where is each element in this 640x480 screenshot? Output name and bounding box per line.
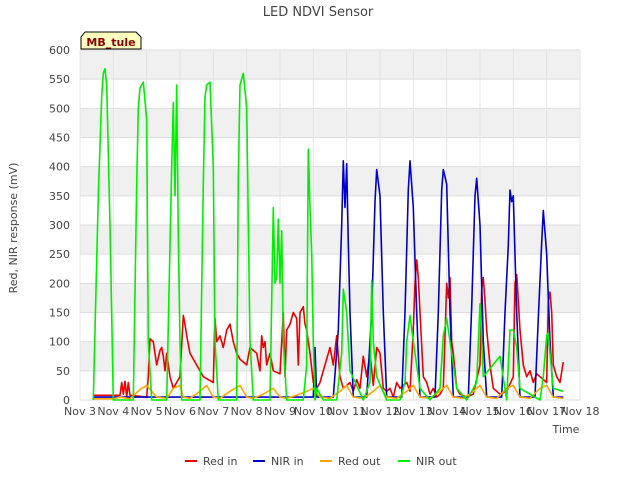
site-tag-box — [80, 31, 142, 50]
x-tick-label: Nov 12 — [361, 405, 400, 418]
legend: Red in NIR in Red out NIR out — [185, 455, 457, 468]
y-axis-ticks: 0 50 100 150 200 250 300 350 400 450 500 550 600 — [49, 44, 70, 407]
legend-nir-out-label: NIR out — [416, 455, 457, 468]
x-tick-label: Nov 5 — [131, 405, 163, 418]
x-tick-label: Nov 14 — [427, 405, 466, 418]
plot-band — [80, 166, 580, 196]
x-tick-label: Nov 17 — [527, 405, 566, 418]
legend-red-in-label: Red in — [203, 455, 237, 468]
y-tick-label: 200 — [49, 277, 70, 290]
y-tick-label: 300 — [49, 219, 70, 232]
x-tick-label: Nov 15 — [461, 405, 500, 418]
x-tick-label: Nov 13 — [394, 405, 433, 418]
y-tick-label: 150 — [49, 307, 70, 320]
plot-band — [80, 50, 580, 80]
y-tick-label: 500 — [49, 102, 70, 115]
x-tick-label: Nov 7 — [197, 405, 229, 418]
x-tick-label: Nov 11 — [327, 405, 366, 418]
y-tick-label: 450 — [49, 132, 70, 145]
x-tick-label: Nov 9 — [264, 405, 296, 418]
site-tag: MB_tule — [80, 31, 142, 50]
x-tick-label: Nov 16 — [494, 405, 533, 418]
legend-nir-in-label: NIR in — [271, 455, 304, 468]
x-tick-label: Nov 4 — [97, 405, 129, 418]
plot-band — [80, 225, 580, 255]
plot-band — [80, 108, 580, 138]
y-tick-label: 600 — [49, 44, 70, 57]
series-nir-out-line — [92, 67, 564, 401]
site-tag-label: MB_tule — [86, 36, 135, 49]
x-tick-label: Nov 18 — [561, 405, 600, 418]
series-red-in-line — [93, 259, 565, 398]
y-axis-label: Red, NIR response (mV) — [7, 163, 20, 294]
x-tick-label: Nov 6 — [164, 405, 196, 418]
x-tick-label: Nov 8 — [231, 405, 263, 418]
x-tick-label: Nov 10 — [294, 405, 333, 418]
y-tick-label: 250 — [49, 248, 70, 261]
y-tick-label: 550 — [49, 73, 70, 86]
y-tick-label: 400 — [49, 161, 70, 174]
y-tick-label: 100 — [49, 336, 70, 349]
series-lines — [92, 67, 565, 401]
chart-title: LED NDVI Sensor — [263, 5, 374, 20]
y-tick-label: 350 — [49, 190, 70, 203]
plot-band — [80, 283, 580, 313]
x-axis-label: Time — [552, 423, 580, 436]
legend-red-out-label: Red out — [338, 455, 381, 468]
series-nir-in-line — [93, 160, 564, 398]
y-tick-label: 50 — [56, 365, 70, 378]
x-tick-label: Nov 3 — [64, 405, 96, 418]
y-tick-label: 0 — [63, 394, 70, 407]
